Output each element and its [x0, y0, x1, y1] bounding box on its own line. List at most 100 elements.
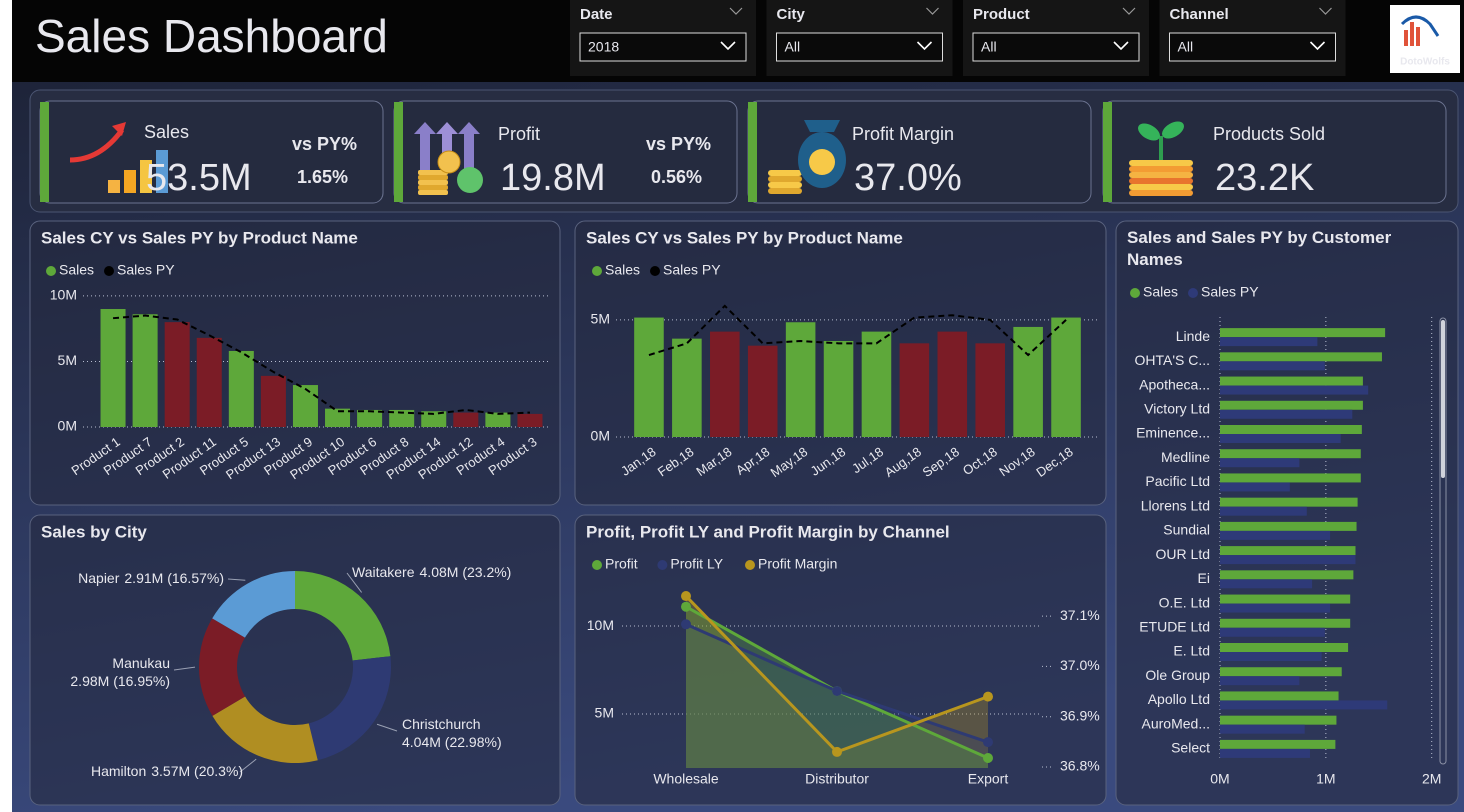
- legend-marker: [592, 266, 602, 276]
- bar: [1220, 497, 1358, 507]
- bar: [710, 331, 740, 437]
- chart-title: Sales by City: [41, 522, 147, 541]
- kpi-icon: [140, 160, 152, 193]
- dropdown-chevron: [1113, 41, 1129, 51]
- bar: [1220, 352, 1382, 362]
- bar: [389, 409, 415, 427]
- filter-dropdown[interactable]: [579, 32, 747, 62]
- kpi-icon: [418, 190, 448, 195]
- bar: [1220, 506, 1307, 516]
- y2-tick-label: 36.8%: [1060, 758, 1100, 774]
- kpi-label: Profit: [498, 124, 540, 144]
- label-connector: [239, 758, 257, 773]
- bar: [1220, 328, 1386, 338]
- legend-label: Profit LY: [670, 556, 723, 572]
- bar: [1220, 691, 1339, 701]
- filter-value: All: [785, 39, 801, 55]
- legend-marker: [46, 266, 56, 276]
- slice-value: 2.98M (16.95%): [70, 673, 170, 689]
- kpi-value: 53.5M: [146, 157, 252, 199]
- point: [681, 601, 691, 612]
- y2-tick-label: 37.0%: [1060, 657, 1100, 673]
- bar: [1220, 724, 1305, 734]
- area: [686, 624, 988, 768]
- x-tick-label: Export: [968, 771, 1009, 787]
- kpi-icon: [437, 150, 461, 174]
- legend-label: Profit Margin: [758, 556, 837, 572]
- kpi-icon: [1162, 121, 1184, 139]
- bar: [453, 412, 479, 427]
- kpi-icon: [458, 122, 480, 134]
- legend-marker: [650, 266, 660, 276]
- bar: [1051, 317, 1081, 437]
- kpi-icon: [457, 167, 483, 193]
- bar: [672, 338, 702, 437]
- label-connector: [227, 578, 246, 581]
- y-tick-label: Ei: [1198, 570, 1210, 586]
- bar: [1013, 326, 1043, 437]
- kpi-icon: [418, 175, 448, 180]
- kpi-strip: [29, 89, 1459, 213]
- filter-label: Date: [580, 6, 613, 23]
- bar: [1220, 400, 1363, 410]
- y-tick-label: Select: [1171, 740, 1210, 756]
- kpi-value: 23.2K: [1215, 157, 1314, 199]
- y2-tick-label: 37.1%: [1060, 607, 1100, 623]
- filter-value: All: [981, 39, 997, 55]
- y-tick-label: 10M: [587, 617, 614, 633]
- slice-category: Manukau: [112, 655, 170, 671]
- point: [983, 691, 993, 702]
- legend-label: Sales PY: [1201, 284, 1259, 300]
- bar: [164, 322, 190, 427]
- filter-dropdown[interactable]: [972, 32, 1140, 62]
- bar: [132, 314, 158, 427]
- kpi-label: Profit Margin: [852, 124, 954, 144]
- kpi-icon: [69, 128, 125, 163]
- legend-marker: [592, 560, 602, 570]
- slice-value: 4.04M (22.98%): [402, 734, 502, 750]
- kpi-label: Products Sold: [1213, 124, 1325, 144]
- point: [983, 752, 993, 763]
- kpi-compare-label: vs PY%: [292, 134, 357, 154]
- kpi-icon: [156, 150, 168, 193]
- y-tick-label: Pacific Ltd: [1145, 473, 1210, 489]
- donut-slice: [308, 656, 391, 761]
- bar: [1220, 337, 1318, 347]
- point: [832, 746, 842, 757]
- bar: [785, 322, 816, 437]
- filter-label: Product: [973, 6, 1030, 23]
- bar: [1220, 594, 1351, 604]
- bar: [1220, 700, 1388, 710]
- bar: [1220, 643, 1349, 652]
- y-tick-label: E. Ltd: [1173, 643, 1210, 659]
- logo-bar: [1410, 22, 1414, 46]
- bar: [1220, 449, 1361, 459]
- chart-title: Sales CY vs Sales PY by Product Name: [586, 228, 903, 247]
- kpi-icon: [436, 122, 458, 134]
- chart-panel: [29, 220, 561, 506]
- filter-dropdown[interactable]: [776, 32, 943, 62]
- scrollbar-thumb[interactable]: [1441, 320, 1445, 478]
- legend-marker: [1130, 288, 1140, 298]
- bar: [1220, 385, 1369, 395]
- bar: [100, 309, 126, 427]
- logo-bar: [1404, 30, 1408, 46]
- legend-label: Profit: [605, 556, 638, 572]
- legend-label: Sales: [59, 262, 94, 278]
- dropdown-chevron: [916, 41, 933, 51]
- logo-box: [1390, 5, 1460, 73]
- label-connector: [346, 572, 363, 593]
- legend-marker: [657, 560, 668, 570]
- y-tick-label: 0M: [591, 428, 610, 444]
- point: [681, 619, 691, 630]
- bar: [975, 343, 1005, 437]
- filter-dropdown[interactable]: [1169, 32, 1336, 62]
- legend-marker: [1188, 288, 1198, 298]
- x-tick-label: 1M: [1316, 771, 1335, 787]
- kpi-accent: [394, 102, 403, 202]
- point: [681, 591, 691, 602]
- filter-value: All: [1178, 39, 1194, 55]
- legend-marker: [104, 266, 114, 276]
- label-connector: [173, 666, 196, 671]
